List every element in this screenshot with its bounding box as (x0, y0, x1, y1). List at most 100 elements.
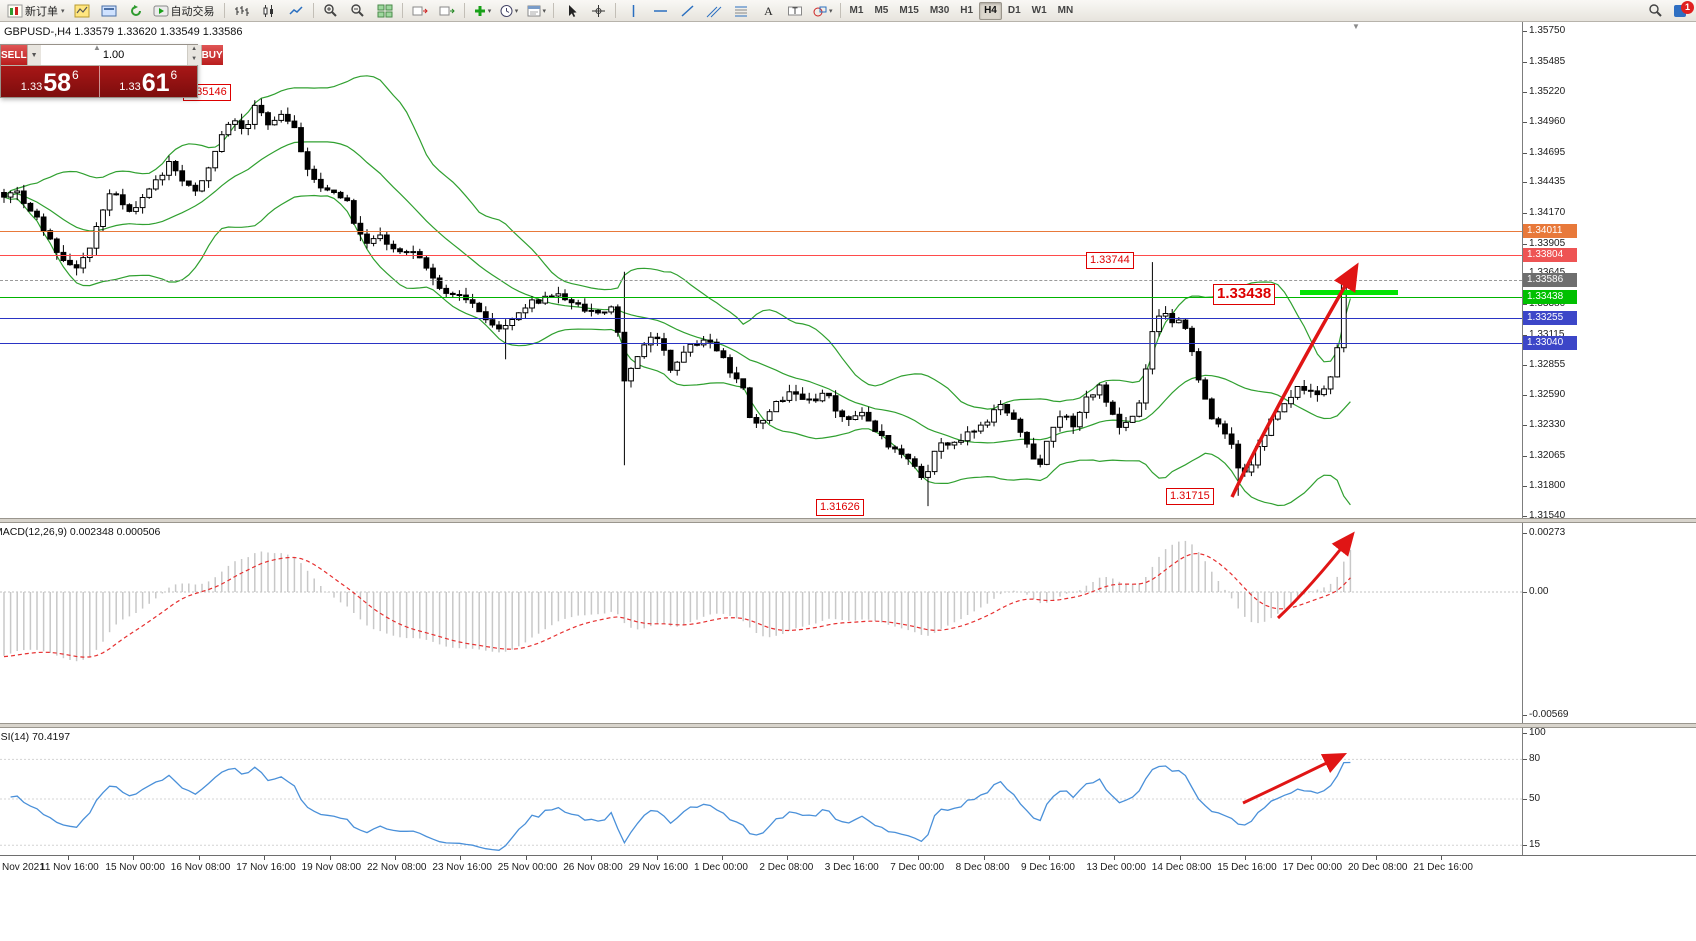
timeframe-m1[interactable]: M1 (849, 5, 864, 16)
autotrading-button[interactable]: 自动交易 (150, 1, 220, 21)
time-axis-label: 16 Nov 08:00 (170, 862, 231, 873)
timeframe-h4[interactable]: H4 (979, 1, 1002, 20)
toolbar-separator (312, 3, 314, 18)
price-annotation[interactable]: 1.31715 (1166, 488, 1214, 505)
current-price-badge: 1.33586 (1523, 273, 1577, 287)
timeframe-w1[interactable]: W1 (1031, 5, 1047, 16)
timeframe-h1[interactable]: H1 (960, 5, 974, 16)
text-icon: A (764, 4, 773, 18)
price-axis-tick: 1.32330 (1522, 418, 1566, 430)
time-axis-tick (1310, 856, 1312, 860)
timeframe-d1[interactable]: D1 (1007, 5, 1021, 16)
price-axis-tick: 1.33115 (1522, 328, 1565, 340)
sell-price[interactable]: 1.33 58 6 (1, 66, 100, 97)
price-annotation[interactable]: 1.33744 (1086, 252, 1134, 269)
sell-button[interactable]: SELL (1, 45, 27, 65)
notification-button[interactable]: 1 (1674, 0, 1694, 19)
price-level-badge: 1.34011 (1523, 224, 1577, 238)
toolbar-separator (463, 3, 465, 18)
macd-axis[interactable]: 0.00273 0.00 -0.00569 (1522, 523, 1696, 723)
templates-button[interactable]: ▾ (523, 1, 550, 21)
chart-shift-marker[interactable]: ▼ (1352, 22, 1360, 31)
one-click-trading-panel: ▲ SELL ▼ ▲ ▼ BUY (0, 43, 223, 98)
time-axis-label: 14 Dec 08:00 (1151, 862, 1212, 873)
support-zone-line[interactable] (1300, 290, 1398, 295)
new-chart-button[interactable] (69, 1, 95, 21)
macd-axis-tick: 0.00 (1522, 586, 1549, 597)
trendline-icon (681, 4, 694, 17)
price-level-line[interactable] (0, 318, 1522, 319)
channel-icon (706, 6, 722, 17)
trade-panel-collapse[interactable]: ▲ (93, 43, 101, 52)
autoscroll-button[interactable] (434, 1, 460, 21)
timeframe-mn[interactable]: MN (1057, 5, 1074, 16)
volume-input[interactable] (40, 45, 187, 65)
horizontal-line-icon (653, 9, 667, 12)
time-axis-tick (395, 856, 396, 860)
time-axis-tick (198, 856, 200, 860)
timeframe-m5[interactable]: M5 (874, 5, 889, 16)
price-level-line[interactable] (0, 231, 1522, 232)
time-axis[interactable]: Nov 2021 11 Nov 16:00 15 Nov 00:00 16 Nov 0… (0, 855, 1696, 941)
panel-splitter[interactable] (0, 723, 1696, 728)
candlestick-chart-button[interactable] (256, 1, 282, 21)
buy-button[interactable]: BUY (201, 45, 223, 65)
crosshair-icon (591, 4, 605, 17)
price-axis[interactable]: 1.35750 1.35485 1.35220 1.34960 1.34695 1.344… (1522, 22, 1696, 521)
label-button[interactable]: T (782, 1, 808, 21)
new-order-button[interactable]: 新订单 ▾ (4, 1, 68, 21)
price-plot[interactable]: GBPUSD-,H4 1.33579 1.33620 1.33549 1.335… (0, 22, 1522, 518)
price-annotation[interactable]: 1.31626 (816, 499, 864, 516)
time-axis-label: 26 Nov 08:00 (563, 862, 623, 873)
timeframe-m30[interactable]: M30 (929, 5, 950, 16)
line-chart-button[interactable] (283, 1, 309, 21)
horizontal-line-button[interactable] (647, 1, 673, 21)
volume-down-icon[interactable]: ▼ (191, 56, 198, 62)
price-level-line[interactable] (0, 297, 1522, 298)
time-axis-tick (1114, 856, 1116, 860)
timeframe-m15[interactable]: M15 (899, 5, 919, 16)
profiles-button[interactable] (96, 1, 122, 21)
rsi-plot[interactable]: RSI(14) 70.4197 (0, 728, 1522, 855)
time-axis-label: 19 Nov 08:00 (301, 862, 362, 873)
bar-chart-button[interactable] (229, 1, 255, 21)
panel-splitter[interactable] (0, 518, 1696, 523)
search-button[interactable] (1642, 1, 1668, 21)
price-level-badge: 1.33040 (1523, 336, 1577, 350)
price-annotation[interactable]: 1.33438 (1213, 284, 1276, 305)
chart-shift-icon (412, 6, 428, 15)
volume-up-icon[interactable]: ▲ (191, 46, 198, 52)
toolbar-separator (223, 3, 225, 18)
autotrading-icon (153, 5, 169, 16)
price-axis-tick: 1.32590 (1522, 389, 1566, 401)
chevron-down-icon: ▾ (487, 7, 492, 15)
main-toolbar: 新订单 ▾ 自动交易 ▾ ▾ ▾ A T ▾ (0, 0, 1696, 22)
macd-plot[interactable]: MACD(12,26,9) 0.002348 0.000506 (0, 523, 1522, 723)
time-axis-tick (591, 856, 593, 860)
shapes-button[interactable]: ▾ (809, 1, 836, 21)
zoom-in-button[interactable] (318, 1, 344, 21)
zoom-out-button[interactable] (345, 1, 371, 21)
chart-shift-button[interactable] (407, 1, 433, 21)
vertical-line-button[interactable] (620, 1, 646, 21)
volume-dropdown-icon[interactable]: ▼ (27, 45, 41, 65)
price-level-line[interactable] (0, 343, 1522, 344)
candlesticks (1, 98, 1354, 507)
indicators-button[interactable]: ▾ (469, 1, 495, 21)
crosshair-button[interactable] (585, 1, 611, 21)
periods-button[interactable]: ▾ (496, 1, 522, 21)
trendline-button[interactable] (674, 1, 700, 21)
price-level-line[interactable] (0, 255, 1522, 256)
chevron-down-icon: ▾ (829, 7, 833, 15)
buy-price[interactable]: 1.33 61 6 (100, 66, 198, 97)
fibonacci-button[interactable] (728, 1, 754, 21)
time-axis-label: 7 Dec 00:00 (890, 862, 945, 873)
tile-windows-button[interactable] (372, 1, 398, 21)
refresh-button[interactable] (123, 1, 149, 21)
rsi-axis[interactable]: 100 80 50 15 (1522, 727, 1696, 855)
cursor-button[interactable] (558, 1, 584, 21)
search-icon (1648, 4, 1662, 17)
text-button[interactable]: A (755, 1, 781, 21)
toolbar-separator (839, 3, 841, 18)
channel-button[interactable] (701, 1, 727, 21)
